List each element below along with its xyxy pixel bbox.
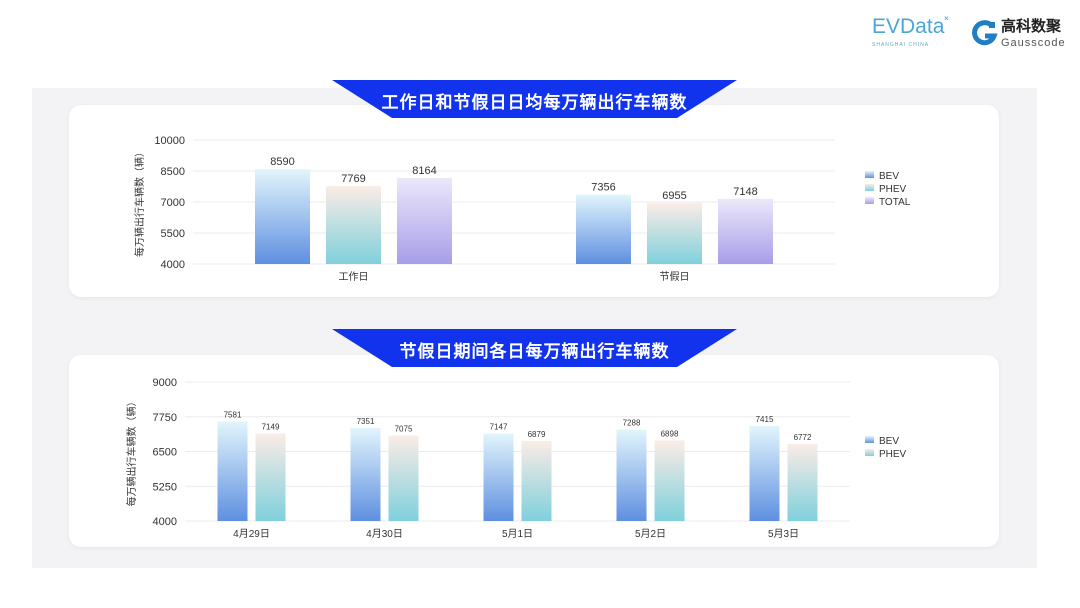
y-tick-label: 7750 <box>153 412 177 424</box>
legend-swatch-bev <box>865 171 874 178</box>
x-tick-label: 5月1日 <box>502 528 533 540</box>
chart-2-title-banner: 节假日期间各日每万辆出行车辆数 <box>332 329 737 367</box>
x-tick-label: 节假日 <box>660 270 690 283</box>
bar-phev <box>326 186 381 264</box>
bar-total <box>397 177 452 264</box>
y-tick-label: 9000 <box>153 377 177 389</box>
data-label: 7147 <box>490 423 508 432</box>
evdata-logo-text: EVData <box>872 15 945 38</box>
bar-bev <box>576 194 631 264</box>
chart-1-title-banner: 工作日和节假日日均每万辆出行车辆数 <box>332 80 737 118</box>
legend-swatch-phev <box>865 449 874 456</box>
data-label: 8164 <box>412 165 436 177</box>
evdata-logo-mark: ˟ <box>944 14 949 28</box>
bar-bev <box>483 433 514 521</box>
y-axis-label: 每万辆出行车辆数（辆） <box>125 397 138 507</box>
bar-bev <box>350 427 381 521</box>
bar-bev <box>217 421 248 521</box>
data-label: 8590 <box>270 156 294 168</box>
x-tick-label: 4月29日 <box>233 528 270 540</box>
bar-phev <box>521 440 552 521</box>
legend-label-total: TOTAL <box>879 197 911 208</box>
chart-1-title: 工作日和节假日日均每万辆出行车辆数 <box>381 93 688 113</box>
legend-label-bev: BEV <box>879 436 899 447</box>
data-label: 7581 <box>224 410 242 419</box>
y-tick-label: 8500 <box>161 166 185 178</box>
data-label: 6898 <box>661 429 679 438</box>
data-label: 6955 <box>662 190 686 202</box>
bar-phev <box>787 443 818 521</box>
bar-bev <box>255 169 310 264</box>
y-tick-label: 4000 <box>153 516 177 528</box>
legend-label-bev: BEV <box>879 171 899 182</box>
y-tick-label: 5500 <box>161 228 185 240</box>
x-tick-label: 5月3日 <box>768 528 799 540</box>
y-axis-label: 每万辆出行车辆数（辆） <box>133 147 146 257</box>
bar-phev <box>255 433 286 521</box>
bar-bev <box>749 426 780 521</box>
legend-swatch-phev <box>865 184 874 191</box>
bar-phev <box>647 202 702 264</box>
data-label: 7769 <box>341 173 365 185</box>
data-label: 7075 <box>395 425 413 434</box>
chart-2-title: 节假日期间各日每万辆出行车辆数 <box>399 342 670 362</box>
x-tick-label: 5月2日 <box>635 528 666 540</box>
gausscode-logo-en: Gausscode <box>1001 37 1066 49</box>
legend-label-phev: PHEV <box>879 184 907 195</box>
data-label: 7148 <box>733 186 757 198</box>
data-label: 7351 <box>357 417 375 426</box>
y-tick-label: 5250 <box>153 481 177 493</box>
x-tick-label: 工作日 <box>339 271 369 283</box>
y-tick-label: 10000 <box>154 135 185 147</box>
y-tick-label: 4000 <box>161 259 185 271</box>
y-tick-label: 6500 <box>153 447 177 459</box>
gausscode-logo-icon <box>972 20 998 46</box>
gausscode-logo-cn: 高科数聚 <box>1001 18 1062 35</box>
evdata-logo: EVData˟ SHANGHAI CHINA <box>872 14 968 48</box>
bar-bev <box>616 429 647 521</box>
data-label: 7356 <box>591 182 615 194</box>
bar-phev <box>388 435 419 521</box>
data-label: 7415 <box>756 415 774 424</box>
legend-label-phev: PHEV <box>879 449 907 460</box>
bar-total <box>718 198 773 264</box>
data-label: 6879 <box>528 430 546 439</box>
legend-swatch-bev <box>865 436 874 443</box>
chart-card-1 <box>69 105 999 297</box>
evdata-logo-sub: SHANGHAI CHINA <box>872 42 930 48</box>
legend-swatch-total <box>865 197 874 204</box>
x-tick-label: 4月30日 <box>366 528 403 540</box>
bar-phev <box>654 440 685 521</box>
data-label: 6772 <box>794 433 812 442</box>
data-label: 7149 <box>262 422 280 431</box>
data-label: 7288 <box>623 419 641 428</box>
y-tick-label: 7000 <box>161 197 185 209</box>
